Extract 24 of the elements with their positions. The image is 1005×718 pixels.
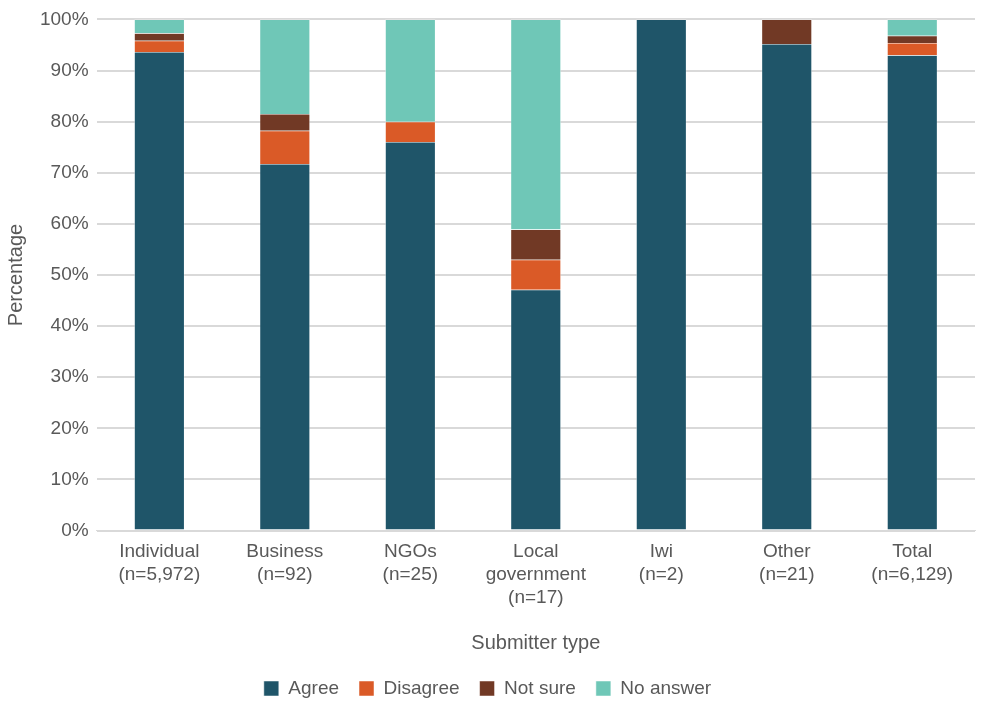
y-tick-label: 10%: [50, 467, 89, 489]
x-axis-title: Submitter type: [471, 630, 601, 653]
legend-label: Not sure: [504, 676, 576, 698]
legend-label: Disagree: [383, 676, 460, 698]
y-tick-label: 80%: [50, 109, 89, 131]
y-tick-label: 20%: [50, 416, 89, 438]
legend-label: Agree: [288, 676, 340, 698]
x-tick-label: Iwi (n=2): [638, 540, 684, 585]
y-tick-label: 60%: [50, 212, 89, 234]
y-tick-label: 50%: [50, 263, 89, 285]
y-tick-label: 70%: [50, 160, 89, 182]
legend-label: No answer: [620, 676, 712, 698]
y-tick-label: 0%: [61, 518, 89, 540]
x-tick-label: Total (n=6,129): [871, 540, 954, 585]
y-tick-label: 30%: [50, 365, 89, 387]
x-tick-label: Business (n=92): [246, 540, 324, 585]
x-tick-label: Local government (n=17): [485, 540, 587, 607]
y-axis-title: Percentage: [3, 223, 26, 327]
y-tick-label: 40%: [50, 314, 89, 336]
x-tick-label: Other (n=21): [759, 540, 815, 585]
x-tick-label: NGOs (n=25): [382, 540, 439, 585]
x-tick-label: Individual (n=5,972): [118, 540, 201, 585]
y-tick-label: 100%: [39, 7, 89, 29]
y-tick-label: 90%: [50, 58, 89, 80]
